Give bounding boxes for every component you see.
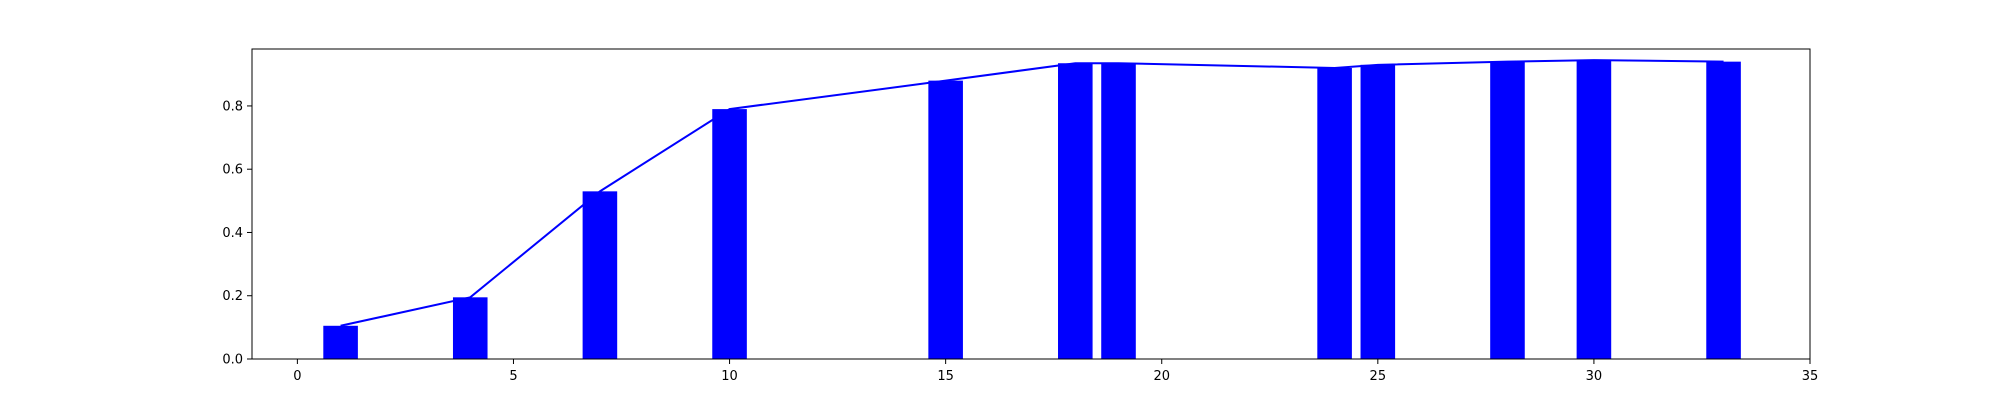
x-tick-label: 5: [509, 369, 517, 384]
bar: [1706, 61, 1741, 359]
bar: [582, 191, 618, 359]
x-axis: 0 5 10 15 20 25 30 35: [293, 359, 1818, 384]
bar: [452, 297, 488, 359]
bar-series: [323, 60, 1741, 360]
y-tick-label: 0.2: [222, 289, 243, 304]
bar: [1576, 60, 1612, 359]
x-tick-label: 30: [1586, 369, 1603, 384]
x-tick-label: 10: [721, 369, 738, 384]
y-tick-label: 0.4: [222, 226, 243, 241]
bar: [1360, 64, 1396, 359]
y-tick-label: 0.8: [222, 99, 243, 114]
bar: [1101, 63, 1136, 360]
axes-frame: [251, 48, 1811, 360]
series-line: [340, 59, 1724, 327]
bar: [1490, 61, 1525, 359]
y-axis: 0.0 0.2 0.4 0.6 0.8: [222, 99, 252, 368]
bar: [712, 109, 747, 359]
bar: [928, 80, 963, 359]
x-tick-label: 35: [1802, 369, 1819, 384]
x-tick-label: 0: [293, 369, 301, 384]
x-tick-label: 20: [1153, 369, 1170, 384]
x-tick-label: 15: [937, 369, 954, 384]
bar: [1317, 67, 1352, 360]
y-tick-label: 0.6: [222, 163, 243, 178]
bar: [1058, 63, 1093, 360]
y-tick-label: 0.0: [222, 353, 243, 368]
x-tick-label: 25: [1370, 369, 1387, 384]
plot-area: 0 5 10 15 20 25 30 35 0.0 0.2 0.4 0.6 0.8: [222, 48, 1818, 384]
line-series: [340, 59, 1724, 327]
bar: [323, 325, 358, 359]
